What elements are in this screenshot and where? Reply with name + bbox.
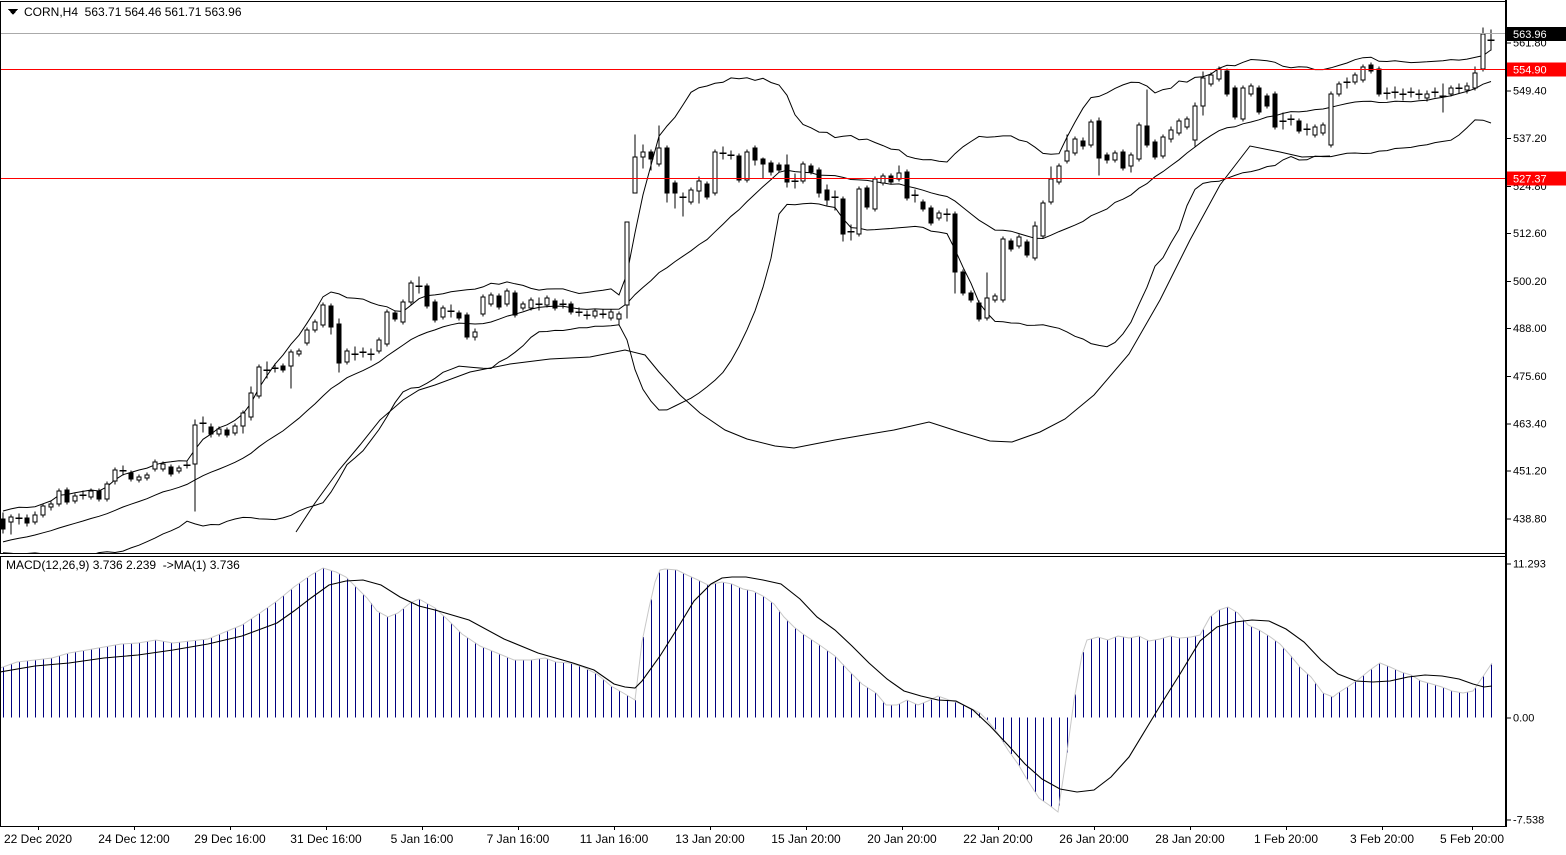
svg-text:5 Feb 20:00: 5 Feb 20:00 <box>1440 832 1504 846</box>
svg-text:527.37: 527.37 <box>1513 174 1547 186</box>
svg-text:22 Jan 20:00: 22 Jan 20:00 <box>963 832 1033 846</box>
svg-text:563.96: 563.96 <box>1513 29 1547 41</box>
svg-text:22 Dec 2020: 22 Dec 2020 <box>4 832 72 846</box>
svg-text:31 Dec 16:00: 31 Dec 16:00 <box>290 832 362 846</box>
svg-text:463.40: 463.40 <box>1513 418 1547 430</box>
svg-text:-7.538: -7.538 <box>1513 815 1544 827</box>
svg-text:512.60: 512.60 <box>1513 228 1547 240</box>
svg-text:438.80: 438.80 <box>1513 514 1547 526</box>
svg-text:537.20: 537.20 <box>1513 133 1547 145</box>
svg-text:29 Dec 16:00: 29 Dec 16:00 <box>194 832 266 846</box>
svg-text:554.90: 554.90 <box>1513 65 1547 77</box>
svg-text:451.20: 451.20 <box>1513 466 1547 478</box>
svg-text:0.00: 0.00 <box>1513 712 1534 724</box>
svg-text:28 Jan 20:00: 28 Jan 20:00 <box>1155 832 1225 846</box>
svg-text:5 Jan 16:00: 5 Jan 16:00 <box>391 832 454 846</box>
svg-text:24 Dec 12:00: 24 Dec 12:00 <box>98 832 170 846</box>
svg-text:15 Jan 20:00: 15 Jan 20:00 <box>771 832 841 846</box>
svg-text:1 Feb 20:00: 1 Feb 20:00 <box>1254 832 1318 846</box>
svg-text:500.20: 500.20 <box>1513 276 1547 288</box>
svg-text:7 Jan 16:00: 7 Jan 16:00 <box>487 832 550 846</box>
svg-text:MACD(12,26,9) 3.736 2.239 ->M: MACD(12,26,9) 3.736 2.239 ->MA(1) 3.736 <box>6 558 240 572</box>
svg-text:488.00: 488.00 <box>1513 323 1547 335</box>
svg-text:475.60: 475.60 <box>1513 371 1547 383</box>
svg-text:3 Feb 20:00: 3 Feb 20:00 <box>1350 832 1414 846</box>
svg-text:CORN,H4 563.71 564.46 561.71: CORN,H4 563.71 564.46 561.71 563.96 <box>24 5 242 19</box>
svg-text:26 Jan 20:00: 26 Jan 20:00 <box>1059 832 1129 846</box>
svg-text:20 Jan 20:00: 20 Jan 20:00 <box>867 832 937 846</box>
svg-text:11 Jan 16:00: 11 Jan 16:00 <box>580 832 649 846</box>
svg-text:549.40: 549.40 <box>1513 86 1547 98</box>
svg-text:13 Jan 20:00: 13 Jan 20:00 <box>675 832 745 846</box>
svg-text:11.293: 11.293 <box>1513 559 1546 571</box>
